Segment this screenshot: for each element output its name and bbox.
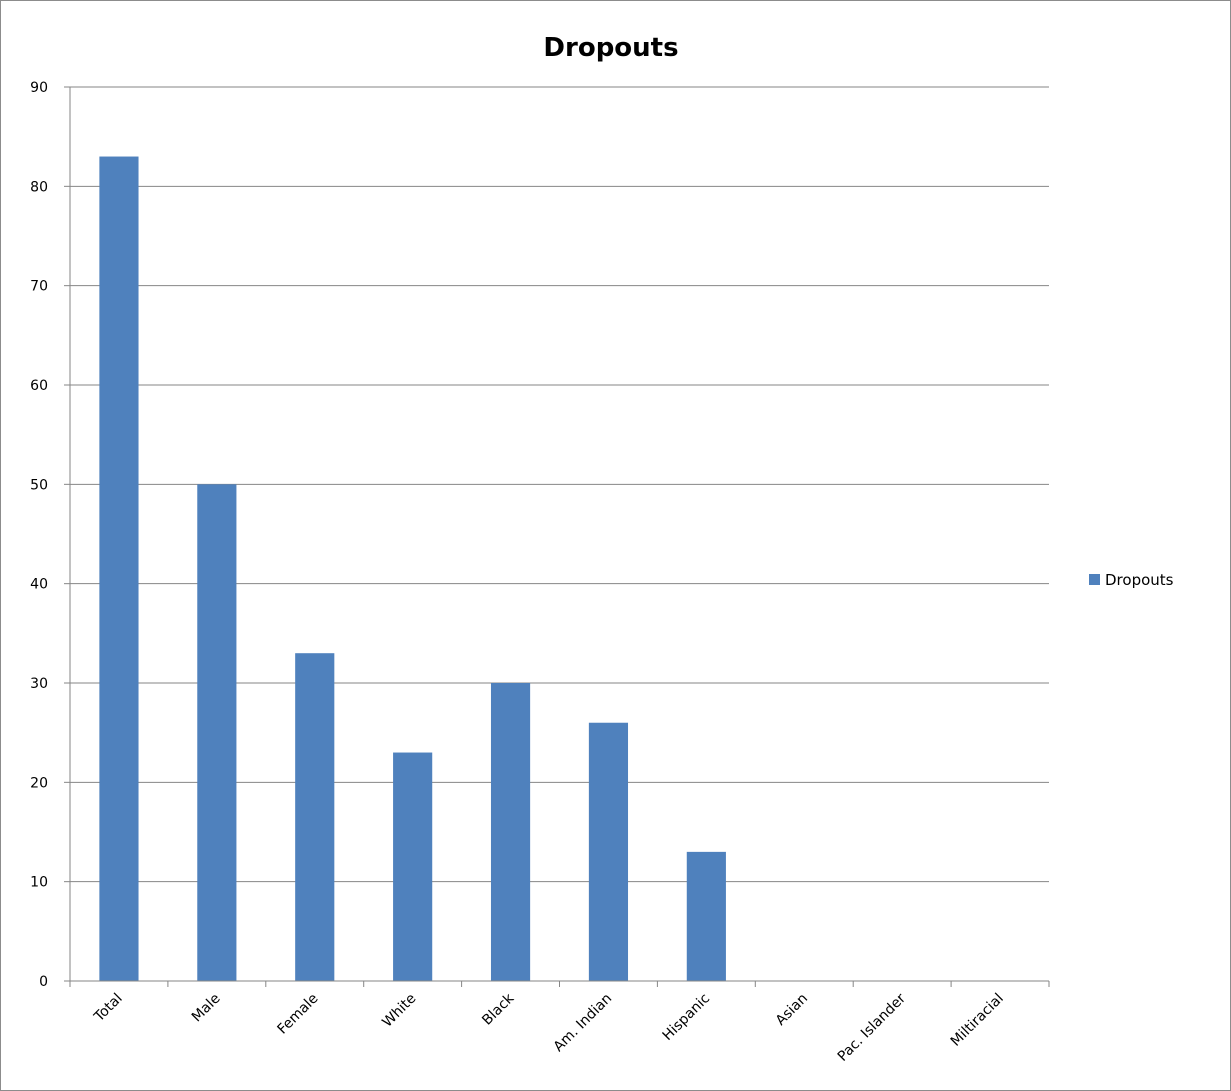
bar [295,653,335,981]
y-tick-label: 50 [30,477,48,493]
y-tick-label: 20 [30,775,48,791]
x-tick-label: Miltiracial [948,991,1007,1050]
axes [64,86,1050,987]
y-tick-label: 80 [30,179,48,195]
x-tick-label: Total [91,991,126,1026]
x-tick-label: Hispanic [660,991,713,1044]
legend: Dropouts [1089,571,1174,589]
bar [99,156,139,982]
y-tick-label: 70 [30,279,48,295]
y-tick-label: 30 [30,676,48,692]
bars [99,156,726,982]
x-tick-label: Am. Indian [551,991,616,1056]
y-tick-label: 60 [30,378,48,394]
x-tick-label: Pac. Islander [835,990,909,1064]
x-tick-label: Black [479,990,518,1029]
bar [686,851,726,981]
x-tick-label: Asian [773,991,811,1029]
legend-swatch [1089,574,1100,585]
x-tick-labels: Total Male Female White Black Am. Indian Hispa… [91,990,1007,1065]
bar [393,752,433,981]
bar [490,683,531,981]
chart-title: Dropouts [543,33,678,63]
legend-label: Dropouts [1105,571,1174,589]
y-tick-label: 0 [39,974,48,990]
x-tick-label: White [379,991,419,1031]
y-tick-label: 90 [30,80,48,96]
bar [197,484,237,981]
y-tick-label: 40 [30,577,48,593]
bar [588,722,629,981]
y-tick-label: 10 [30,875,48,891]
y-tick-labels: 0 10 20 30 40 50 60 70 80 90 [30,80,48,990]
x-tick-label: Male [189,991,224,1026]
x-tick-label: Female [274,991,321,1038]
